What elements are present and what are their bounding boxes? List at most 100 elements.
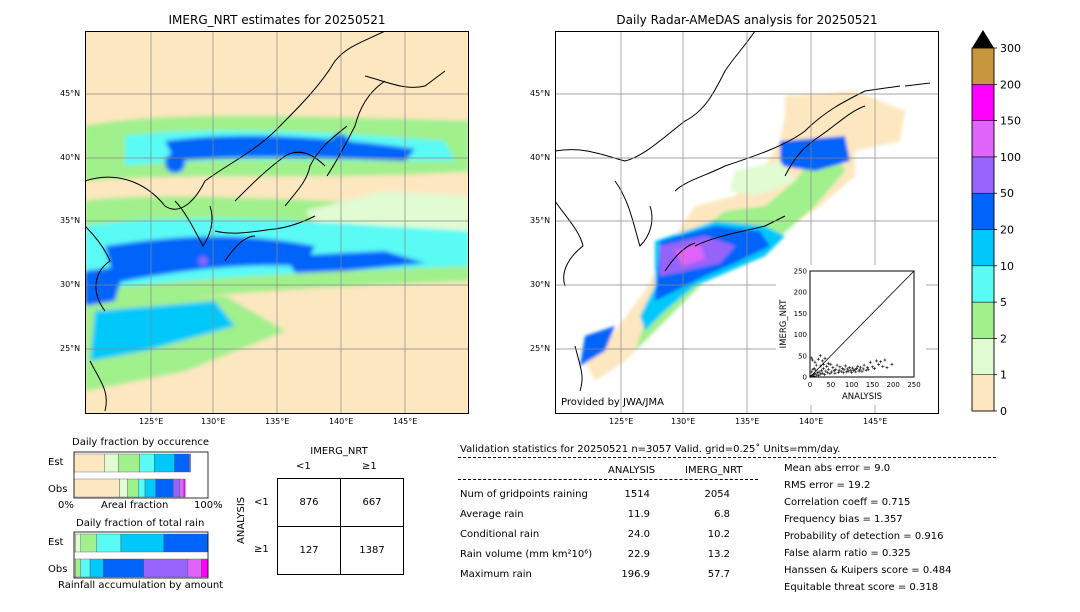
scatter-point <box>813 360 817 364</box>
scatter-point <box>835 363 839 367</box>
stat-label: Rain volume (mm km²10⁶) <box>460 549 593 560</box>
scatter-point <box>859 365 863 369</box>
graticule <box>85 31 469 414</box>
scatter-point <box>875 359 879 363</box>
stack-segment <box>144 478 156 498</box>
scatter-point <box>845 367 849 371</box>
scatter-point <box>881 364 885 368</box>
colorbar-tick-label: 5 <box>1000 296 1007 309</box>
est-label: Est <box>48 457 64 468</box>
stat-analysis: 196.9 <box>621 569 650 580</box>
y-axis-label: IMERG_NRT <box>779 299 789 349</box>
scatter-point <box>850 370 854 374</box>
scatter-point <box>858 368 862 372</box>
lat-label: 25°N <box>530 344 551 353</box>
scatter-point <box>879 360 883 364</box>
lon-label: 125°E <box>609 417 634 426</box>
col-analysis: ANALYSIS <box>608 465 656 476</box>
stack-segment <box>172 478 181 498</box>
score: RMS error = 19.2 <box>784 480 871 491</box>
scatter-point <box>814 368 818 372</box>
score: Probability of detection = 0.916 <box>784 531 944 542</box>
amount-title: Rainfall accumulation by amount <box>58 580 224 591</box>
stats-divider <box>458 457 996 458</box>
scatter-point <box>822 362 826 366</box>
score: False alarm ratio = 0.325 <box>784 548 911 559</box>
lon-label: 140°E <box>799 417 824 426</box>
score: Mean abs error = 9.0 <box>784 463 891 474</box>
colorbar-tick-label: 20 <box>1000 224 1014 237</box>
ct-cell: 667 <box>340 478 404 527</box>
scatter-point <box>811 367 815 371</box>
scatter-point <box>825 371 829 375</box>
stack-segment <box>189 453 191 473</box>
obs-label: Obs <box>48 484 68 495</box>
total-title: Daily fraction of total rain <box>76 518 205 529</box>
stack-segment <box>73 478 120 498</box>
stat-label: Num of gridpoints raining <box>460 489 588 500</box>
ct-header: IMERG_NRT <box>310 446 368 457</box>
y-tick-label: 0 <box>803 374 807 382</box>
colorbar-tick-label: 300 <box>1000 42 1021 55</box>
scatter-point <box>854 370 858 374</box>
axis-left: 0% <box>58 500 74 511</box>
lon-label: 140°E <box>329 417 354 426</box>
lon-label: 125°E <box>139 417 164 426</box>
scatter-point <box>811 372 815 376</box>
lat-label: 45°N <box>530 89 551 98</box>
y-tick-label: 250 <box>794 268 807 276</box>
scatter-point <box>836 370 840 374</box>
coastline <box>555 31 931 392</box>
occ-title: Daily fraction by occurence <box>72 437 210 448</box>
lat-label: 40°N <box>530 153 551 162</box>
score: Hanssen & Kuipers score = 0.484 <box>784 565 952 576</box>
scatter-point <box>872 367 876 371</box>
stack-segment <box>80 558 91 578</box>
scatter-point <box>821 367 825 371</box>
scatter-point <box>853 367 857 371</box>
ct-cell: 1387 <box>340 526 404 575</box>
colorbar-tick-label: 100 <box>1000 151 1021 164</box>
stack-segment <box>174 453 190 473</box>
stat-label: Average rain <box>460 509 524 520</box>
stack-segment <box>163 533 209 553</box>
scatter-point <box>883 358 887 362</box>
stat-imerg: 2054 <box>704 489 730 500</box>
stack-segment <box>143 558 189 578</box>
colorbar-segment <box>971 229 995 267</box>
stack-segment <box>104 453 119 473</box>
imerg-map <box>85 31 469 414</box>
stack-segment <box>154 453 175 473</box>
obs-label: Obs <box>48 564 68 575</box>
scatter-point <box>829 362 833 366</box>
scatter-point <box>860 369 864 373</box>
stack-segment <box>120 533 164 553</box>
lat-label: 35°N <box>530 216 551 225</box>
scatter-point <box>810 370 814 374</box>
scatter-point <box>820 369 824 373</box>
colorbar-tick-label: 1 <box>1000 369 1007 382</box>
x-tick-label: 50 <box>826 381 835 389</box>
ct-cell: 127 <box>277 526 341 575</box>
axis-right: 100% <box>194 500 223 511</box>
colorbar-segment <box>971 265 995 303</box>
colorbar-tick-label: 2 <box>1000 332 1007 345</box>
scatter-point <box>838 365 842 369</box>
scatter-point <box>843 364 847 368</box>
scatter-point <box>837 368 841 372</box>
scatter-point <box>840 367 844 371</box>
bars-frame <box>73 451 209 499</box>
scatter-point <box>864 368 868 372</box>
colorbar-tick-label: 200 <box>1000 78 1021 91</box>
left-map-title: IMERG_NRT estimates for 20250521 <box>168 13 386 27</box>
stack-segment <box>80 533 97 553</box>
x-tick-label: 150 <box>866 381 879 389</box>
scatter-point <box>812 374 816 378</box>
colorbar-segment <box>971 374 995 412</box>
stack-segment <box>103 558 144 578</box>
lat-label: 30°N <box>530 280 551 289</box>
lon-label: 135°E <box>265 417 290 426</box>
axis-mid: Areal fraction <box>101 500 169 511</box>
radar-rain-field <box>580 91 905 381</box>
stack-segment <box>183 478 186 498</box>
